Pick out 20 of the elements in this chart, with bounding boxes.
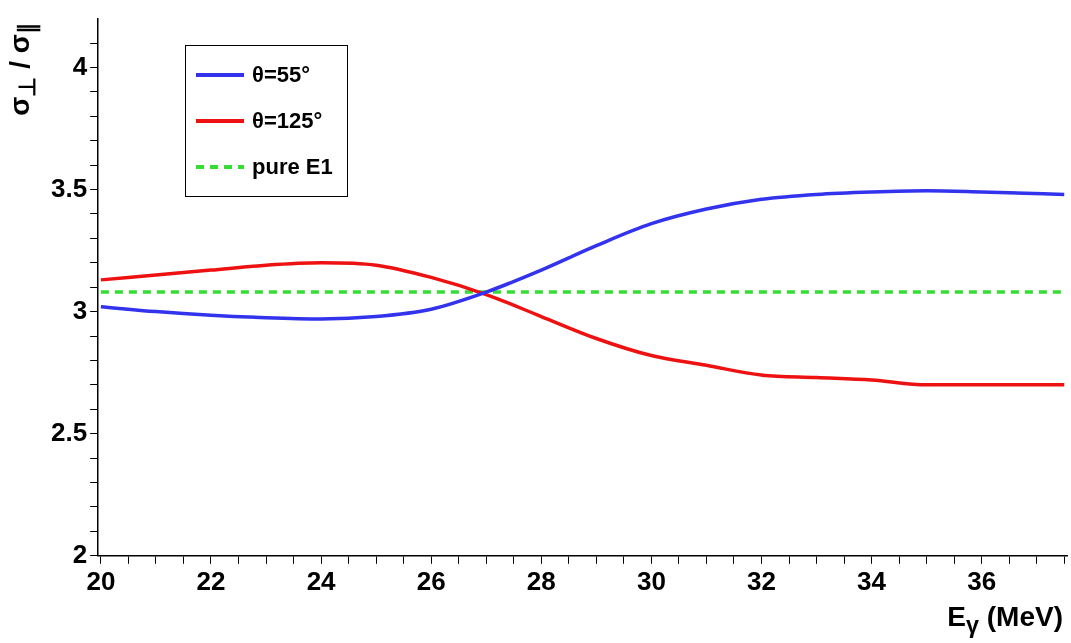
x-tick-label: 36 <box>967 565 997 596</box>
y-tick-label: 3.5 <box>50 172 88 203</box>
x-tick-label: 22 <box>196 565 226 596</box>
legend-label: θ=55° <box>252 62 311 88</box>
y-tick-label: 2.5 <box>50 416 88 447</box>
line-series <box>99 189 1066 321</box>
y-tick-label: 4 <box>72 50 88 81</box>
x-tick-label: 28 <box>526 565 556 596</box>
x-tick-label: 24 <box>306 565 337 596</box>
x-tick-label: 32 <box>747 565 776 596</box>
x-axis-title: E$_{γ}$ (MeV) <box>947 601 1063 639</box>
x-tick-label: 34 <box>857 565 887 596</box>
line-series <box>99 261 1066 387</box>
legend-label: θ=125° <box>252 108 323 134</box>
x-tick-label: 20 <box>86 565 116 596</box>
x-tick-label: 26 <box>416 565 446 596</box>
legend-label: pure E1 <box>252 154 333 180</box>
y-tick-label: 3 <box>72 294 88 325</box>
y-tick-label: 2 <box>72 538 88 569</box>
x-tick-label: 30 <box>636 565 666 596</box>
